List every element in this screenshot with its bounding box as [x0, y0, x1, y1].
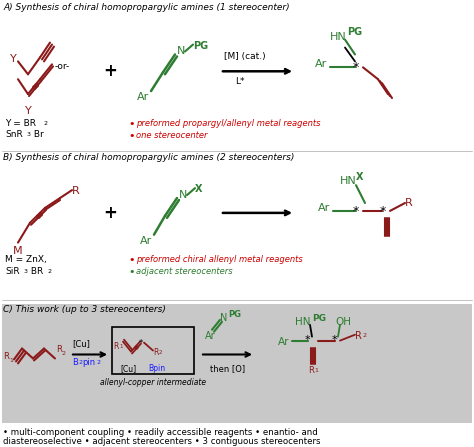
Text: N: N: [179, 190, 187, 200]
Text: 2: 2: [363, 333, 367, 337]
Text: Ar: Ar: [318, 203, 330, 213]
Text: M: M: [13, 245, 23, 256]
Text: R: R: [72, 186, 80, 196]
Text: *: *: [305, 335, 310, 345]
Text: R: R: [355, 331, 362, 341]
Text: Ar: Ar: [137, 92, 149, 102]
Text: Y: Y: [10, 55, 17, 64]
Text: 2: 2: [44, 121, 48, 126]
Text: SiR: SiR: [5, 267, 19, 276]
Text: R: R: [405, 198, 413, 208]
Text: HN: HN: [295, 317, 310, 327]
Text: Ar: Ar: [315, 59, 327, 69]
Text: •: •: [128, 267, 135, 277]
Text: PG: PG: [312, 314, 326, 323]
Text: 1: 1: [314, 368, 318, 373]
Text: R: R: [56, 346, 62, 354]
Text: *: *: [353, 61, 359, 74]
Text: 2: 2: [62, 351, 66, 356]
Text: allenyl-copper intermediate: allenyl-copper intermediate: [100, 378, 206, 387]
Text: -or-: -or-: [55, 62, 70, 71]
Text: *: *: [332, 335, 337, 345]
Text: HN: HN: [330, 32, 347, 42]
Text: *: *: [380, 205, 386, 218]
Text: *: *: [353, 205, 359, 218]
Text: [Cu]: [Cu]: [72, 340, 90, 349]
Text: [M] (cat.): [M] (cat.): [224, 52, 265, 61]
Bar: [2, 304, 472, 423]
Text: B: B: [72, 358, 78, 367]
Text: Ar: Ar: [140, 236, 152, 246]
Text: 2: 2: [97, 360, 101, 366]
Bar: [112, 327, 194, 374]
Text: OH: OH: [335, 317, 351, 327]
Text: Bpin: Bpin: [148, 364, 165, 373]
Text: [Cu]: [Cu]: [120, 364, 136, 373]
Text: •: •: [128, 256, 135, 266]
Text: 1: 1: [119, 344, 122, 349]
Text: L*: L*: [235, 77, 245, 86]
Text: A) Synthesis of chiral homopropargylic amines (1 stereocenter): A) Synthesis of chiral homopropargylic a…: [3, 3, 290, 12]
Text: preformed propargyl/allenyl metal reagents: preformed propargyl/allenyl metal reagen…: [136, 119, 320, 128]
Text: HN: HN: [340, 176, 357, 186]
Text: 3: 3: [27, 132, 31, 137]
Text: R: R: [153, 348, 158, 357]
Text: N: N: [177, 46, 185, 56]
Text: 2: 2: [79, 360, 83, 366]
Text: PG: PG: [347, 27, 362, 37]
Text: PG: PG: [193, 41, 208, 51]
Text: •: •: [128, 119, 135, 129]
Text: N: N: [220, 313, 228, 323]
Text: +: +: [103, 204, 117, 222]
Text: +: +: [103, 62, 117, 80]
Text: BR: BR: [28, 267, 43, 276]
Text: X: X: [195, 184, 202, 194]
Text: R: R: [113, 342, 118, 350]
Text: Y: Y: [25, 106, 31, 116]
Text: 2: 2: [47, 270, 51, 274]
Text: then [O]: then [O]: [210, 364, 245, 373]
Text: *: *: [139, 339, 143, 348]
Text: diastereoselective • adjacent stereocenters • 3 contiguous stereocenters: diastereoselective • adjacent stereocent…: [3, 437, 320, 446]
Text: 3: 3: [24, 270, 28, 274]
Text: 2: 2: [159, 350, 163, 354]
Text: preformed chiral allenyl metal reagents: preformed chiral allenyl metal reagents: [136, 256, 303, 265]
Text: Y = BR: Y = BR: [5, 119, 36, 128]
Text: pin: pin: [82, 358, 95, 367]
Text: •: •: [128, 131, 135, 141]
Text: 1: 1: [9, 358, 13, 363]
Text: Ar: Ar: [278, 337, 290, 347]
Text: C) This work (up to 3 stereocenters): C) This work (up to 3 stereocenters): [3, 305, 166, 314]
Text: SnR: SnR: [5, 130, 23, 139]
Text: one stereocenter: one stereocenter: [136, 131, 208, 140]
Text: B) Synthesis of chiral homopropargylic amines (2 stereocenters): B) Synthesis of chiral homopropargylic a…: [3, 153, 294, 162]
Text: • multi-component coupling • readily accessible reagents • enantio- and: • multi-component coupling • readily acc…: [3, 428, 318, 437]
Text: adjacent stereocenters: adjacent stereocenters: [136, 267, 233, 276]
Text: Br: Br: [31, 130, 44, 139]
Text: R: R: [3, 352, 9, 362]
Text: Ar: Ar: [205, 331, 216, 341]
Text: X: X: [356, 172, 364, 182]
Text: M = ZnX,: M = ZnX,: [5, 256, 47, 265]
Text: R: R: [308, 367, 314, 375]
Text: PG: PG: [228, 310, 241, 319]
